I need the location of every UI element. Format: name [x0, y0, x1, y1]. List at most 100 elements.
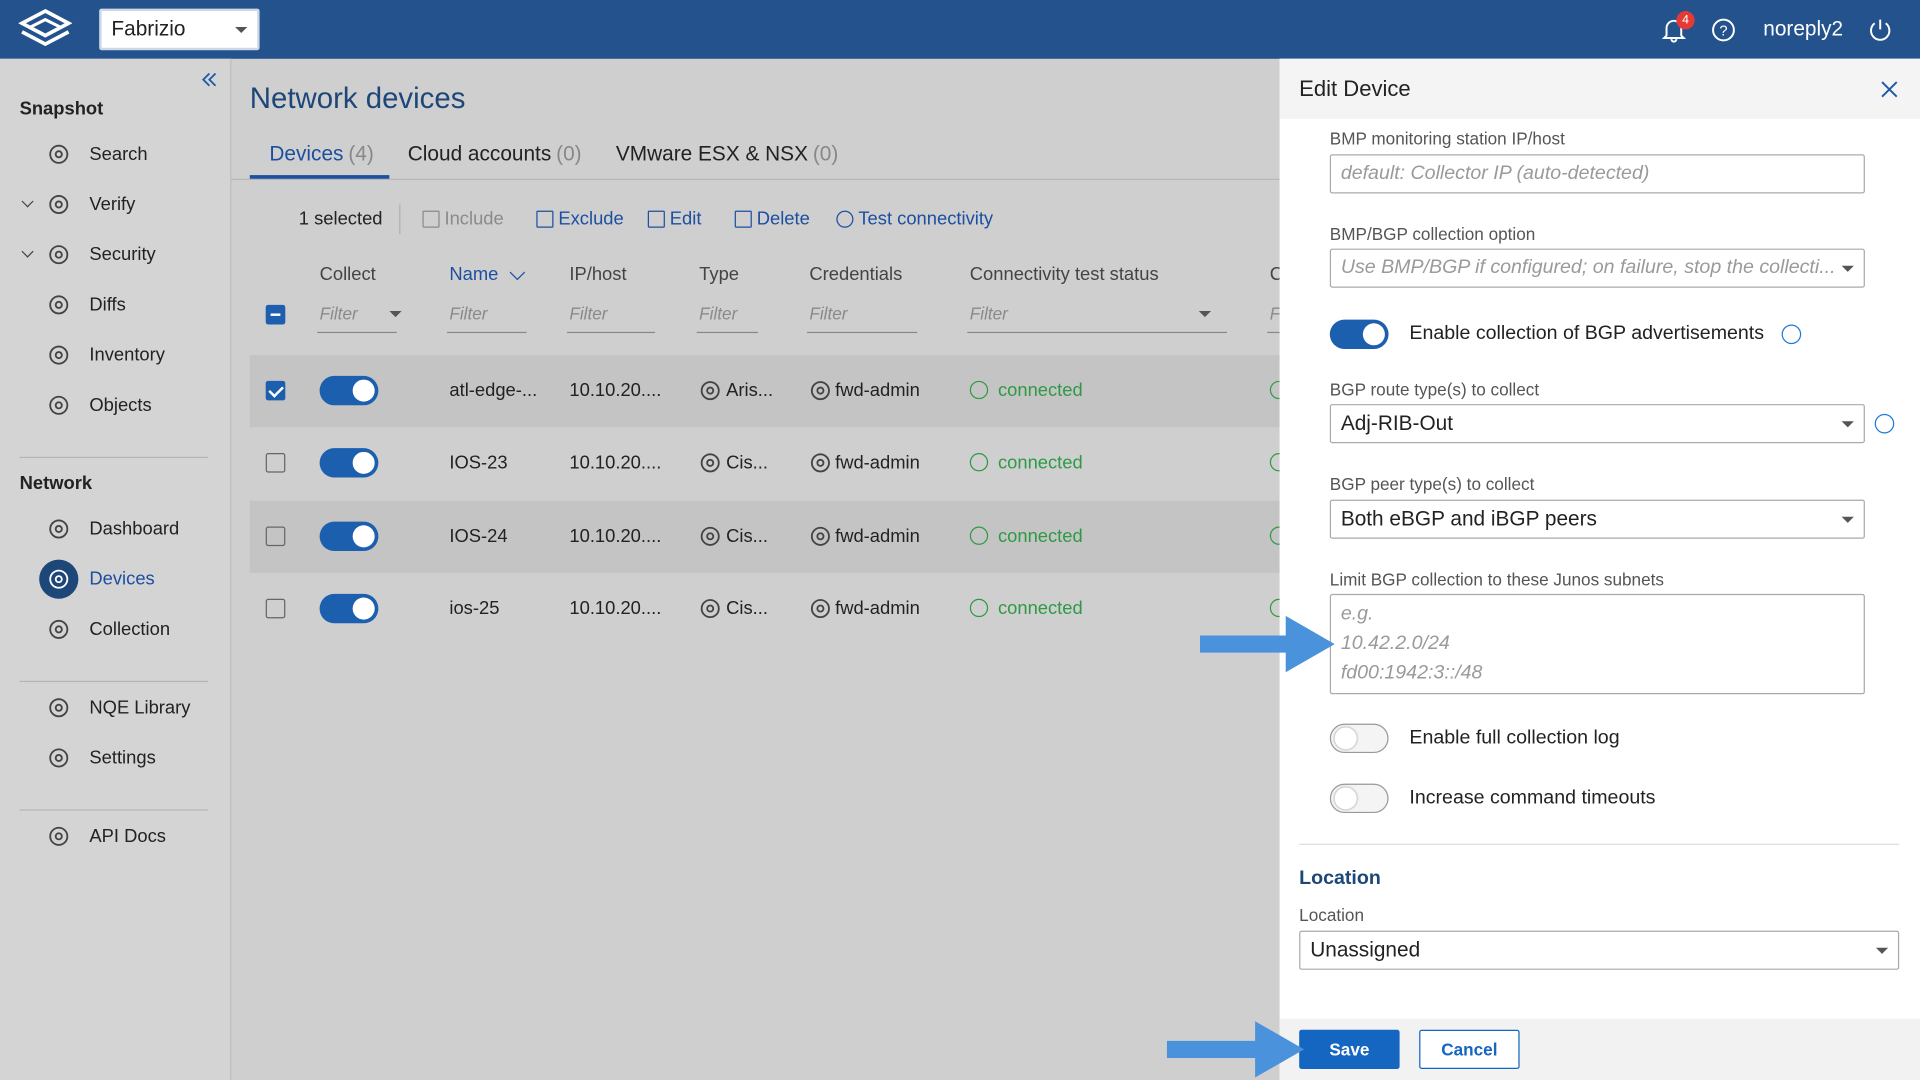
collect-toggle[interactable]	[319, 448, 379, 478]
sidebar-icon	[49, 569, 69, 589]
column-header[interactable]: Connectivity test status	[969, 263, 1159, 285]
svg-text:?: ?	[1719, 24, 1727, 40]
sidebar-item[interactable]: API Docs	[89, 825, 166, 847]
tab[interactable]: VMware ESX & NSX (0)	[616, 142, 838, 166]
save-button[interactable]: Save	[1299, 1029, 1400, 1069]
select[interactable]: Use BMP/BGP if configured; on failure, s…	[1329, 248, 1865, 288]
credential-icon	[810, 598, 830, 618]
field-label: Location	[1299, 904, 1365, 925]
toolbar-action[interactable]: Delete	[756, 208, 810, 230]
filter-underline	[806, 331, 918, 334]
tab-label: Cloud accounts	[407, 142, 552, 166]
filter-underline	[696, 331, 758, 334]
credential-icon	[810, 526, 830, 546]
sidebar-item[interactable]: Search	[89, 143, 148, 165]
sidebar-icon	[49, 144, 69, 164]
column-filter: Filter	[319, 303, 358, 324]
column-header[interactable]: Credentials	[809, 263, 903, 285]
device-name: atl-edge-...	[449, 380, 538, 402]
sidebar-item[interactable]: Devices	[89, 568, 155, 590]
sidebar-item[interactable]: Verify	[89, 194, 136, 215]
column-filter: Filter	[569, 303, 608, 324]
toolbar-action[interactable]: Edit	[669, 208, 702, 230]
user-name[interactable]: noreply2	[1763, 17, 1844, 41]
help-icon[interactable]: ?	[1711, 17, 1737, 43]
credential-icon	[810, 381, 830, 401]
column-header[interactable]: Type	[699, 263, 740, 285]
collapse-sidebar[interactable]	[200, 70, 220, 90]
toolbar-icon	[536, 210, 554, 228]
select[interactable]: Unassigned	[1299, 930, 1900, 970]
workspace-name: Fabrizio	[111, 17, 186, 41]
help-icon[interactable]	[1781, 324, 1802, 345]
column-header[interactable]: Name	[449, 263, 499, 285]
workspace-select[interactable]: Fabrizio	[99, 8, 260, 51]
cancel-button[interactable]: Cancel	[1419, 1029, 1520, 1069]
tab[interactable]: Devices (4)	[269, 142, 373, 166]
placeholder: Use BMP/BGP if configured; on failure, s…	[1340, 257, 1836, 278]
device-credentials: fwd-admin	[835, 598, 920, 619]
logo[interactable]	[18, 7, 73, 51]
device-type: Cis...	[726, 598, 768, 619]
sidebar-item[interactable]: Diffs	[89, 294, 126, 316]
placeholder: 10.42.2.0/24	[1340, 633, 1450, 654]
field-label: BGP route type(s) to collect	[1329, 379, 1540, 400]
full-log-toggle[interactable]	[1329, 723, 1389, 754]
sidebar-item[interactable]: Collection	[89, 618, 171, 640]
select[interactable]: Adj-RIB-Out	[1329, 404, 1865, 444]
collect-toggle[interactable]	[319, 593, 379, 624]
field-label: BGP peer type(s) to collect	[1329, 473, 1535, 494]
collect-toggle[interactable]	[319, 375, 379, 406]
filter-underline	[967, 331, 1227, 334]
tab[interactable]: Cloud accounts (0)	[408, 142, 582, 166]
column-filter: Filter	[449, 303, 488, 324]
row-checkbox[interactable]	[265, 526, 286, 546]
type-icon	[700, 526, 720, 546]
toolbar-action[interactable]: Include	[444, 208, 504, 230]
edit-device-panel: Edit Device Save Cancel BMP monitoring s…	[1279, 58, 1920, 1080]
sidebar-item[interactable]: Security	[89, 244, 156, 266]
status-icon	[969, 380, 989, 400]
filter-caret	[1198, 311, 1212, 318]
device-type: Aris...	[726, 380, 774, 402]
filter-underline	[317, 331, 397, 334]
status-icon	[969, 598, 989, 618]
sidebar-icon	[49, 698, 69, 718]
device-type: Cis...	[726, 525, 768, 547]
row-checkbox[interactable]	[265, 598, 286, 619]
sidebar-item[interactable]: Settings	[89, 747, 156, 769]
status-icon	[969, 526, 989, 545]
timeouts-toggle[interactable]	[1329, 783, 1389, 814]
connectivity-status: connected	[997, 452, 1083, 474]
logout-icon[interactable]	[1867, 17, 1893, 43]
checkbox-dash	[270, 313, 281, 316]
column-header[interactable]: IP/host	[569, 263, 627, 285]
toggle-label: Increase command timeouts	[1409, 787, 1656, 809]
collect-toggle[interactable]	[319, 521, 379, 551]
sidebar-icon	[49, 826, 69, 846]
select[interactable]: Both eBGP and iBGP peers	[1329, 499, 1865, 539]
sidebar-item[interactable]: Objects	[89, 394, 152, 416]
row-checkbox[interactable]	[265, 380, 286, 401]
sidebar-item[interactable]: Dashboard	[89, 518, 180, 540]
close-button[interactable]	[1880, 80, 1900, 100]
text-input[interactable]: default: Collector IP (auto-detected)	[1329, 154, 1865, 194]
type-icon	[700, 453, 720, 473]
toolbar-action[interactable]: Exclude	[558, 208, 624, 230]
sidebar-icon	[49, 395, 69, 415]
row-checkbox[interactable]	[265, 453, 286, 474]
sidebar-item[interactable]: Inventory	[89, 344, 165, 366]
expand-chevron[interactable]	[21, 245, 34, 258]
sidebar-icon	[49, 345, 69, 365]
expand-chevron[interactable]	[21, 195, 34, 208]
toolbar-icon	[647, 210, 665, 228]
column-header[interactable]: Collect	[319, 263, 376, 285]
help-icon[interactable]	[1874, 413, 1895, 434]
toolbar-action[interactable]: Test connectivity	[858, 208, 994, 230]
sidebar-item[interactable]: NQE Library	[89, 697, 191, 719]
textarea[interactable]: e.g. 10.42.2.0/24 fd00:1942:3::/48	[1329, 593, 1865, 695]
bgp-advertisements-toggle[interactable]	[1329, 319, 1389, 349]
panel-header: Edit Device	[1279, 58, 1920, 119]
